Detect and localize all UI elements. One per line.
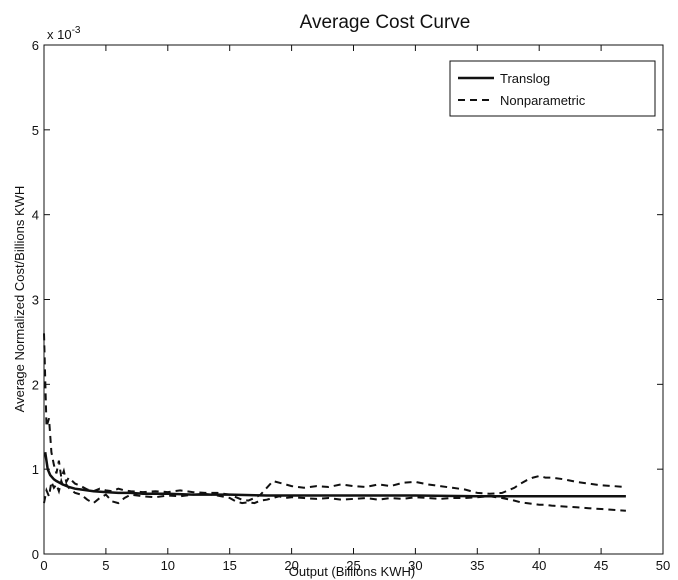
x-tick-label: 40 — [532, 558, 546, 573]
y-tick-label: 1 — [32, 462, 39, 477]
y-exponent-base: x 10 — [47, 27, 72, 42]
x-tick-label: 50 — [656, 558, 670, 573]
x-tick-label: 10 — [161, 558, 175, 573]
x-tick-label: 15 — [222, 558, 236, 573]
series-layer — [43, 333, 626, 512]
y-tick-label: 3 — [32, 293, 39, 308]
svg-text:x 10-3: x 10-3 — [47, 25, 81, 42]
legend-label-nonparametric: Nonparametric — [500, 93, 586, 108]
x-tick-label: 0 — [40, 558, 47, 573]
y-tick-label: 5 — [32, 123, 39, 138]
y-tick-label: 4 — [32, 208, 39, 223]
y-exponent-power: -3 — [72, 25, 81, 36]
legend: Translog Nonparametric — [449, 60, 656, 117]
legend-label-translog: Translog — [500, 71, 550, 86]
x-tick-label: 45 — [594, 558, 608, 573]
y-tick-label: 6 — [32, 38, 39, 53]
y-tick-label: 0 — [32, 547, 39, 562]
series-nonparametric-band-upper — [43, 333, 626, 502]
series-nonparametric-band-lower — [43, 477, 626, 512]
plot-frame — [43, 44, 664, 555]
x-axis-label: Output (Billions KWH) — [289, 564, 415, 579]
x-tick-label: 5 — [102, 558, 109, 573]
chart-title: Average Cost Curve — [300, 12, 471, 33]
y-axis-label: Average Normalized Cost/Billions KWH — [12, 186, 27, 413]
x-tick-label: 30 — [408, 558, 422, 573]
x-tick-label: 35 — [470, 558, 484, 573]
y-axis-exponent-label: x 10-3 — [47, 25, 81, 42]
series-translog-line — [43, 452, 626, 498]
y-tick-label: 2 — [32, 377, 39, 392]
x-tick-label: 25 — [346, 558, 360, 573]
legend-box — [449, 60, 656, 117]
x-tick-label: 20 — [284, 558, 298, 573]
